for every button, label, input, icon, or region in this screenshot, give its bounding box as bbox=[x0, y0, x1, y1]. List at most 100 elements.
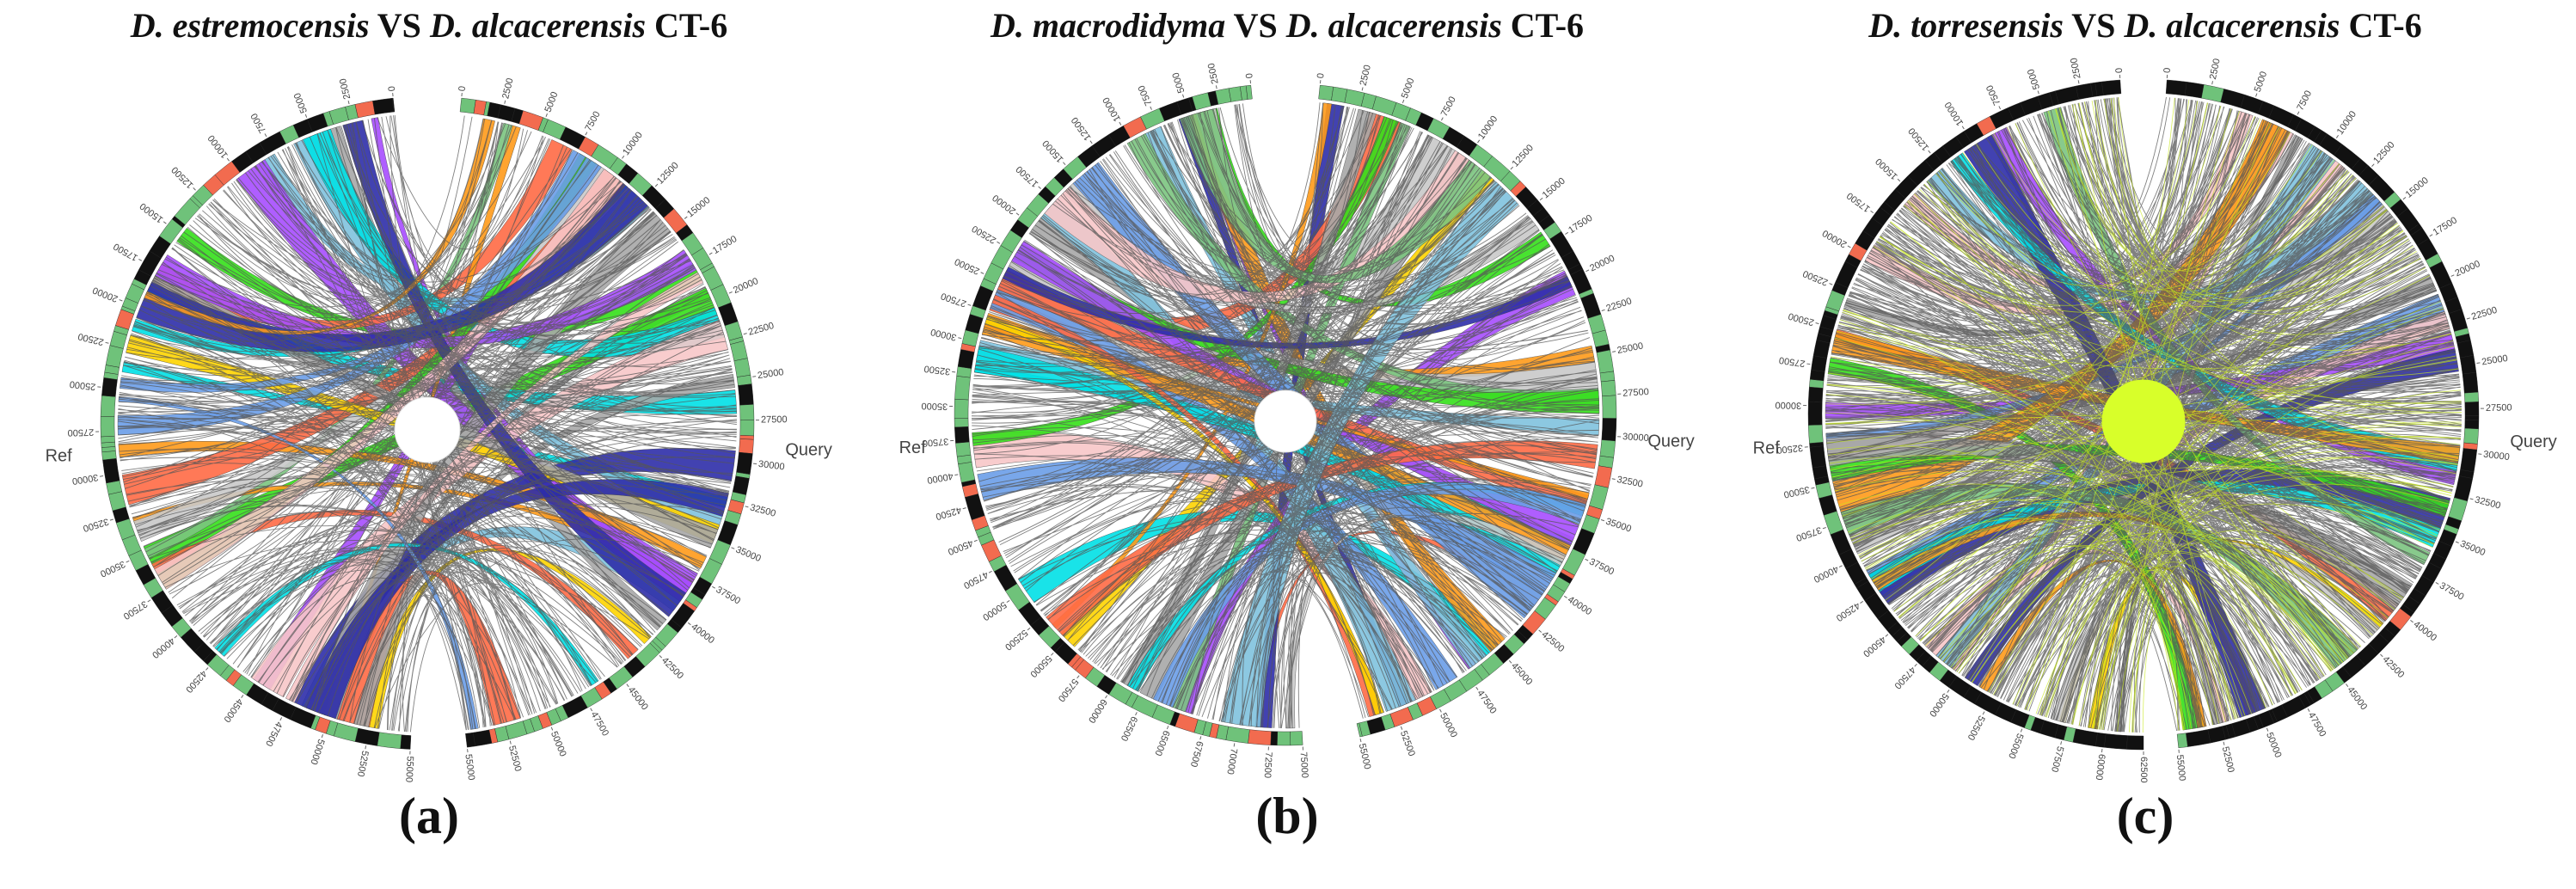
panel-c-strain: CT-6 bbox=[2348, 6, 2422, 45]
ideogram-segment bbox=[2176, 733, 2188, 749]
tick-label: 37500 bbox=[715, 585, 743, 607]
tick-label: 27500 bbox=[1622, 387, 1649, 399]
ideogram-segment bbox=[2104, 733, 2128, 750]
tick-label: 22500 bbox=[970, 223, 997, 245]
tick-label: 47500 bbox=[1892, 665, 1917, 691]
tick-label: 17500 bbox=[1567, 213, 1594, 236]
tick-label: 25000 bbox=[69, 378, 96, 391]
tick-mark bbox=[365, 745, 367, 750]
tick-mark bbox=[193, 187, 196, 191]
tick-mark bbox=[138, 258, 143, 261]
tick-mark bbox=[1811, 487, 1815, 489]
tick-label: 27500 bbox=[2486, 402, 2512, 414]
tick-label: 32500 bbox=[2474, 494, 2502, 511]
tinted-link-bundle bbox=[1825, 97, 2462, 733]
ideogram-segment bbox=[738, 383, 754, 406]
tick-label: 20000 bbox=[1821, 228, 1849, 250]
ideogram-segment bbox=[2463, 427, 2479, 444]
tick-mark bbox=[1051, 653, 1054, 656]
tick-mark bbox=[2037, 90, 2039, 95]
panel-c-center-hub bbox=[2101, 379, 2186, 463]
tick-label: 30000 bbox=[71, 472, 99, 487]
tick-mark bbox=[2346, 684, 2349, 687]
panel-a: D. estremocensis VS D. alcacerensis CT-6… bbox=[0, 0, 858, 889]
panel-c-species1: D. torresensis bbox=[1868, 6, 2064, 45]
tick-label: 70000 bbox=[1224, 747, 1239, 775]
tick-mark bbox=[1897, 178, 1901, 182]
tick-label: 37500 bbox=[1587, 556, 1616, 577]
tick-mark bbox=[1089, 140, 1093, 144]
tick-mark bbox=[2060, 741, 2063, 745]
tick-label: 50000 bbox=[549, 730, 568, 758]
tick-label: 35000 bbox=[2458, 539, 2487, 559]
tick-mark bbox=[264, 133, 267, 138]
ideogram-segment bbox=[2184, 82, 2205, 99]
panel-b-species2: D. alcacerensis bbox=[1285, 6, 1502, 45]
tick-mark bbox=[2223, 741, 2225, 745]
tick-label: 20000 bbox=[2454, 259, 2482, 279]
panel-b-ref-label: Ref bbox=[899, 438, 927, 457]
tick-mark bbox=[1199, 736, 1202, 740]
tick-label: 20000 bbox=[732, 276, 760, 296]
tick-label: 10000 bbox=[1101, 95, 1123, 124]
tick-mark bbox=[147, 599, 151, 603]
tick-label: 50000 bbox=[2264, 731, 2283, 759]
ideogram-segment bbox=[1811, 355, 1828, 372]
tick-mark bbox=[509, 740, 512, 745]
tick-label: 10000 bbox=[621, 130, 645, 157]
panel-a-query-label: Query bbox=[785, 440, 831, 459]
tick-label: 47500 bbox=[263, 720, 284, 748]
ideogram-segment bbox=[957, 349, 975, 369]
ideogram-segment bbox=[1356, 722, 1363, 738]
ideogram-segment bbox=[736, 375, 752, 386]
tick-mark bbox=[1076, 675, 1080, 679]
tick-label: 7500 bbox=[583, 110, 602, 133]
tick-label: 30000 bbox=[1775, 400, 1801, 411]
tick-label: 40000 bbox=[1812, 563, 1840, 584]
tick-label: 0 bbox=[2162, 67, 2173, 73]
panel-a-label: (a) bbox=[399, 788, 459, 844]
tick-label: 15000 bbox=[1040, 138, 1065, 164]
ideogram-segment bbox=[1248, 729, 1272, 745]
tick-label: 0 bbox=[2114, 67, 2125, 73]
tick-label: 32500 bbox=[923, 363, 951, 377]
ideogram-segment bbox=[1812, 340, 1831, 359]
ideogram-segment bbox=[739, 404, 755, 420]
tick-label: 5000 bbox=[292, 91, 310, 114]
tick-label: 57500 bbox=[2049, 745, 2065, 774]
panel-b-vs: VS bbox=[1233, 6, 1278, 45]
tick-mark bbox=[962, 507, 966, 510]
tick-mark bbox=[99, 475, 104, 477]
tick-label: 42500 bbox=[935, 505, 963, 522]
tick-label: 12500 bbox=[655, 160, 681, 186]
ideogram-segment bbox=[1807, 424, 1824, 444]
panel-b: D. macrodidyma VS D. alcacerensis CT-6 0… bbox=[858, 0, 1716, 889]
ideogram-segment bbox=[954, 426, 970, 444]
ideogram-segment bbox=[2076, 83, 2094, 100]
tick-mark bbox=[304, 113, 308, 118]
ideogram-segment bbox=[1277, 731, 1291, 746]
tick-label: 52500 bbox=[2220, 745, 2236, 774]
ideogram-segment bbox=[2207, 726, 2226, 744]
tick-label: 27500 bbox=[1778, 354, 1806, 368]
tick-mark bbox=[1847, 245, 1851, 248]
ideogram-segment bbox=[107, 491, 126, 512]
tick-label: 57500 bbox=[1056, 677, 1080, 703]
tick-mark bbox=[1928, 150, 1931, 154]
tick-label: 15000 bbox=[1541, 176, 1567, 201]
tick-mark bbox=[1998, 106, 2002, 110]
tick-label: 52500 bbox=[1003, 628, 1029, 653]
tick-mark bbox=[2371, 163, 2375, 167]
tick-mark bbox=[2450, 274, 2455, 277]
tick-label: 2500 bbox=[2208, 58, 2223, 80]
panel-c-query-label: Query bbox=[2510, 432, 2556, 451]
tick-label: 62500 bbox=[2138, 757, 2149, 783]
tick-mark bbox=[1440, 117, 1444, 121]
tick-mark bbox=[1829, 283, 1833, 285]
tick-mark bbox=[1585, 558, 1589, 561]
tick-mark bbox=[1510, 166, 1513, 170]
tick-label: 52500 bbox=[1966, 714, 1987, 742]
tick-label: 30000 bbox=[2483, 450, 2511, 463]
ideogram-segment bbox=[391, 97, 396, 113]
tick-label: 67500 bbox=[1188, 740, 1205, 769]
